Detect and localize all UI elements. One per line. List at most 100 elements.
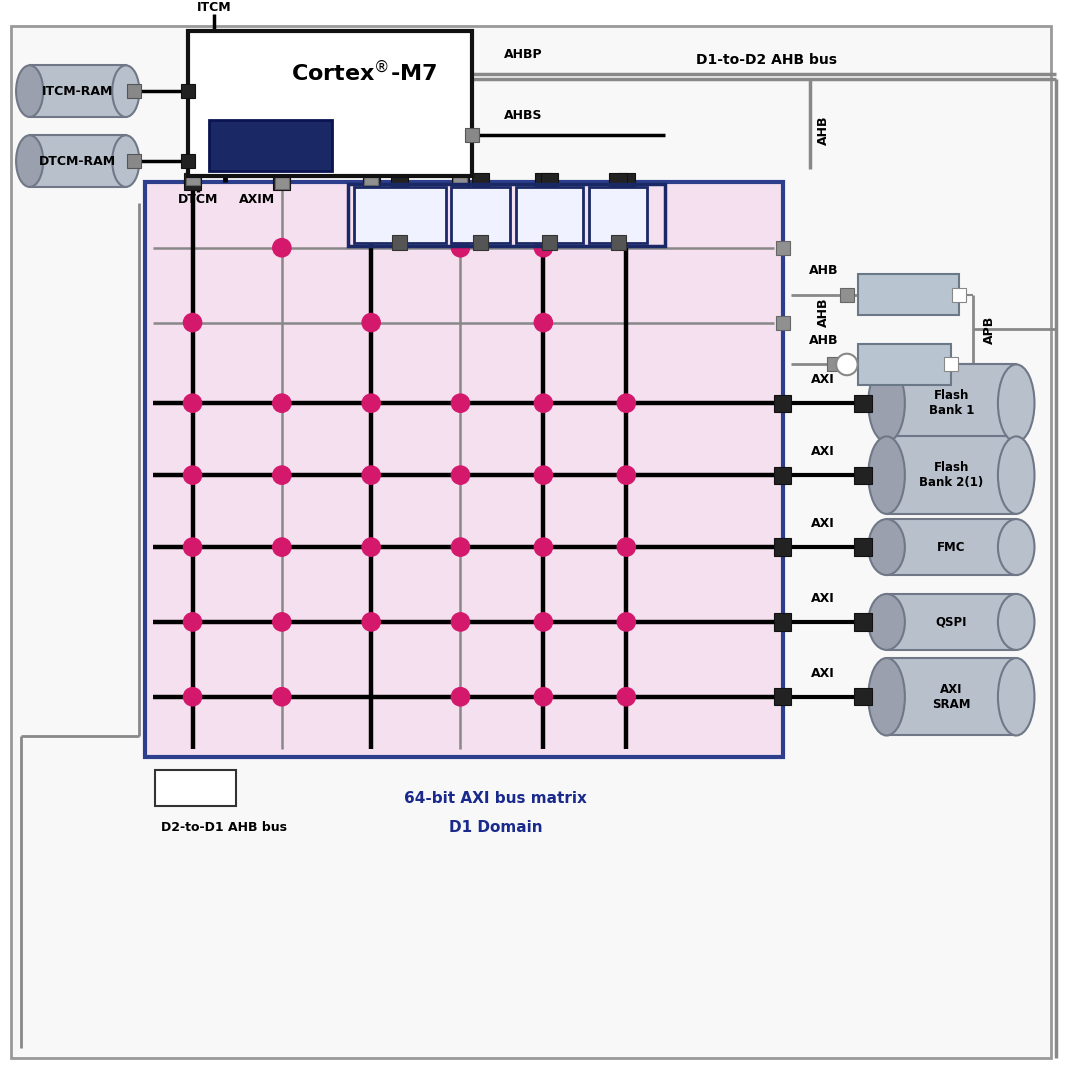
FancyBboxPatch shape bbox=[180, 154, 195, 168]
Ellipse shape bbox=[998, 519, 1034, 575]
Text: D1 Domain: D1 Domain bbox=[449, 820, 542, 835]
FancyBboxPatch shape bbox=[774, 394, 791, 411]
FancyBboxPatch shape bbox=[611, 235, 626, 251]
FancyBboxPatch shape bbox=[887, 658, 1016, 735]
Text: AHB: AHB bbox=[817, 116, 830, 145]
Text: AHB: AHB bbox=[808, 265, 838, 278]
FancyBboxPatch shape bbox=[209, 120, 332, 171]
Text: FMC: FMC bbox=[937, 541, 966, 554]
FancyBboxPatch shape bbox=[854, 613, 872, 631]
Text: D2-to-D1 AHB bus: D2-to-D1 AHB bus bbox=[161, 821, 287, 834]
FancyBboxPatch shape bbox=[180, 84, 195, 98]
FancyBboxPatch shape bbox=[854, 688, 872, 705]
Text: ITCM-RAM: ITCM-RAM bbox=[42, 84, 114, 97]
FancyBboxPatch shape bbox=[887, 436, 1016, 514]
Text: Flash
Bank 1: Flash Bank 1 bbox=[928, 389, 974, 417]
FancyBboxPatch shape bbox=[540, 173, 557, 190]
Text: D1-to-D2 AHB bus: D1-to-D2 AHB bus bbox=[696, 53, 837, 67]
Circle shape bbox=[451, 465, 470, 484]
FancyBboxPatch shape bbox=[188, 31, 472, 176]
Ellipse shape bbox=[998, 364, 1034, 442]
Circle shape bbox=[272, 465, 291, 484]
Circle shape bbox=[451, 239, 470, 257]
FancyBboxPatch shape bbox=[11, 26, 1051, 1058]
Circle shape bbox=[183, 394, 202, 413]
Text: Flash
Bank 2(1): Flash Bank 2(1) bbox=[920, 461, 983, 489]
FancyBboxPatch shape bbox=[854, 467, 872, 484]
FancyBboxPatch shape bbox=[774, 539, 791, 556]
Circle shape bbox=[362, 313, 381, 332]
Text: AXI: AXI bbox=[812, 373, 835, 386]
FancyBboxPatch shape bbox=[155, 770, 236, 806]
FancyBboxPatch shape bbox=[887, 519, 1016, 575]
Text: LTDC: LTDC bbox=[602, 208, 634, 221]
Text: DMA2D: DMA2D bbox=[525, 208, 574, 221]
Text: AHBP: AHBP bbox=[504, 49, 542, 62]
Text: QSPI: QSPI bbox=[936, 616, 967, 629]
Circle shape bbox=[272, 538, 291, 556]
Text: AHB: AHB bbox=[808, 335, 838, 348]
Circle shape bbox=[183, 688, 202, 706]
Text: DTCM-RAM: DTCM-RAM bbox=[40, 154, 116, 167]
Text: AXI
SRAM: AXI SRAM bbox=[933, 683, 970, 711]
Ellipse shape bbox=[868, 364, 905, 442]
Text: L1-Cache: L1-Cache bbox=[235, 138, 307, 152]
FancyBboxPatch shape bbox=[354, 187, 446, 243]
FancyBboxPatch shape bbox=[858, 345, 951, 384]
FancyBboxPatch shape bbox=[944, 357, 958, 372]
Text: APB3: APB3 bbox=[889, 288, 928, 301]
FancyBboxPatch shape bbox=[184, 173, 202, 190]
Ellipse shape bbox=[868, 594, 905, 650]
FancyBboxPatch shape bbox=[465, 129, 478, 143]
Circle shape bbox=[183, 313, 202, 332]
Circle shape bbox=[617, 394, 636, 413]
FancyBboxPatch shape bbox=[774, 613, 791, 631]
FancyBboxPatch shape bbox=[185, 172, 199, 186]
Text: AHB: AHB bbox=[817, 297, 830, 327]
Text: ITCM: ITCM bbox=[197, 1, 232, 14]
Text: AXI: AXI bbox=[812, 517, 835, 530]
Circle shape bbox=[451, 538, 470, 556]
FancyBboxPatch shape bbox=[858, 274, 959, 315]
Ellipse shape bbox=[16, 65, 43, 117]
Text: Cortex$^{\circledR}$-M7: Cortex$^{\circledR}$-M7 bbox=[291, 58, 436, 84]
Circle shape bbox=[362, 394, 381, 413]
Text: AXI: AXI bbox=[812, 592, 835, 605]
Circle shape bbox=[617, 688, 636, 706]
FancyBboxPatch shape bbox=[887, 594, 1016, 650]
Circle shape bbox=[534, 688, 552, 706]
FancyBboxPatch shape bbox=[774, 467, 791, 484]
Circle shape bbox=[362, 465, 381, 484]
Ellipse shape bbox=[16, 135, 43, 187]
Circle shape bbox=[183, 465, 202, 484]
Text: AXI: AXI bbox=[812, 445, 835, 458]
Circle shape bbox=[836, 354, 858, 375]
FancyBboxPatch shape bbox=[775, 241, 789, 255]
Circle shape bbox=[534, 394, 552, 413]
FancyBboxPatch shape bbox=[589, 187, 647, 243]
Ellipse shape bbox=[868, 519, 905, 575]
Circle shape bbox=[272, 394, 291, 413]
FancyBboxPatch shape bbox=[774, 688, 791, 705]
FancyBboxPatch shape bbox=[854, 539, 872, 556]
Circle shape bbox=[362, 612, 381, 631]
FancyBboxPatch shape bbox=[30, 135, 125, 187]
Circle shape bbox=[534, 538, 552, 556]
FancyBboxPatch shape bbox=[474, 235, 488, 251]
Ellipse shape bbox=[998, 436, 1034, 514]
FancyBboxPatch shape bbox=[391, 173, 408, 190]
FancyBboxPatch shape bbox=[516, 187, 583, 243]
Circle shape bbox=[534, 465, 552, 484]
FancyBboxPatch shape bbox=[887, 364, 1016, 442]
Text: AHB3: AHB3 bbox=[883, 357, 925, 370]
Text: DTCM: DTCM bbox=[178, 193, 219, 206]
FancyBboxPatch shape bbox=[953, 287, 967, 301]
FancyBboxPatch shape bbox=[392, 235, 407, 251]
Text: MDMA: MDMA bbox=[460, 208, 502, 221]
FancyBboxPatch shape bbox=[617, 173, 635, 190]
Text: GPV: GPV bbox=[179, 781, 212, 795]
Text: SDMMC1: SDMMC1 bbox=[371, 208, 429, 221]
Text: AXIM: AXIM bbox=[239, 193, 276, 206]
Circle shape bbox=[272, 612, 291, 631]
Ellipse shape bbox=[998, 594, 1034, 650]
